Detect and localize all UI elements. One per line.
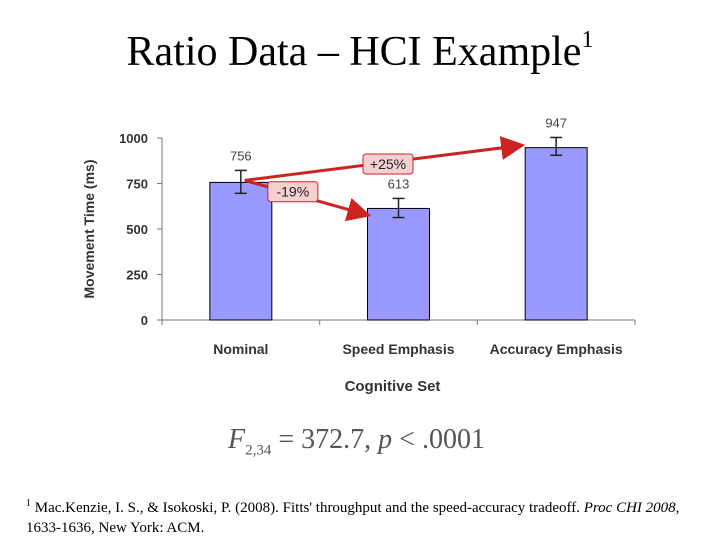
footnote-venue: Proc CHI 2008 [583, 500, 676, 516]
x-tick-label: Accuracy Emphasis [490, 341, 623, 357]
data-label: 947 [545, 115, 567, 130]
anova-statistic: F2,34 = 372.7, p < .0001 [228, 424, 528, 460]
footnote-citation: Mac.Kenzie, I. S., & Isokoski, P. (2008)… [34, 500, 580, 516]
y-axis-title: Movement Time (ms) [81, 160, 97, 299]
x-tick-label: Speed Emphasis [342, 341, 454, 357]
title-footnote-mark: 1 [581, 27, 594, 53]
bar [209, 181, 273, 321]
annotation-label-box [267, 181, 319, 203]
data-label: 613 [388, 176, 410, 191]
bar [524, 147, 588, 321]
annotation-label: -19% [276, 184, 309, 200]
stat-p: p [378, 424, 393, 455]
footnote-pages: , 1633-1636, New York: ACM. [26, 500, 680, 536]
y-tick-label: 1000 [119, 131, 148, 146]
stat-f: F [228, 424, 246, 455]
y-tick-label: 250 [126, 268, 148, 283]
chart-bars: 756 Nominal 613 Speed Emphasis 947 Accuracy E… [209, 115, 623, 357]
y-tick-label: 500 [126, 222, 148, 237]
x-tick-label: Nominal [213, 341, 268, 357]
annotation-label-box [362, 153, 414, 175]
y-tick-label: 750 [126, 177, 148, 192]
chart-axes: 0 250 500 750 1000 Movement Time (ms) Cognitiv… [81, 131, 636, 395]
footnote: 1 Mac.Kenzie, I. S., & Isokoski, P. (200… [26, 494, 698, 538]
stat-p-value: < .0001 [399, 424, 485, 455]
stat-df: 2,34 [245, 442, 272, 459]
footnote-mark: 1 [26, 498, 31, 509]
stat-value: = 372.7, [278, 424, 372, 455]
bar-chart: 0 250 500 750 1000 Movement Time (ms) Cognitiv… [81, 115, 636, 395]
data-label: 756 [230, 148, 252, 163]
bar [367, 207, 430, 321]
x-axis-title: Cognitive Set [345, 378, 441, 395]
slide-title: Ratio Data – HCI Example1 [0, 28, 720, 76]
y-tick-label: 0 [141, 313, 148, 328]
annotation-label: +25% [370, 156, 406, 172]
chart-annotations: -19% +25% [244, 136, 526, 222]
slide-title-text: Ratio Data – HCI Example [126, 29, 582, 75]
